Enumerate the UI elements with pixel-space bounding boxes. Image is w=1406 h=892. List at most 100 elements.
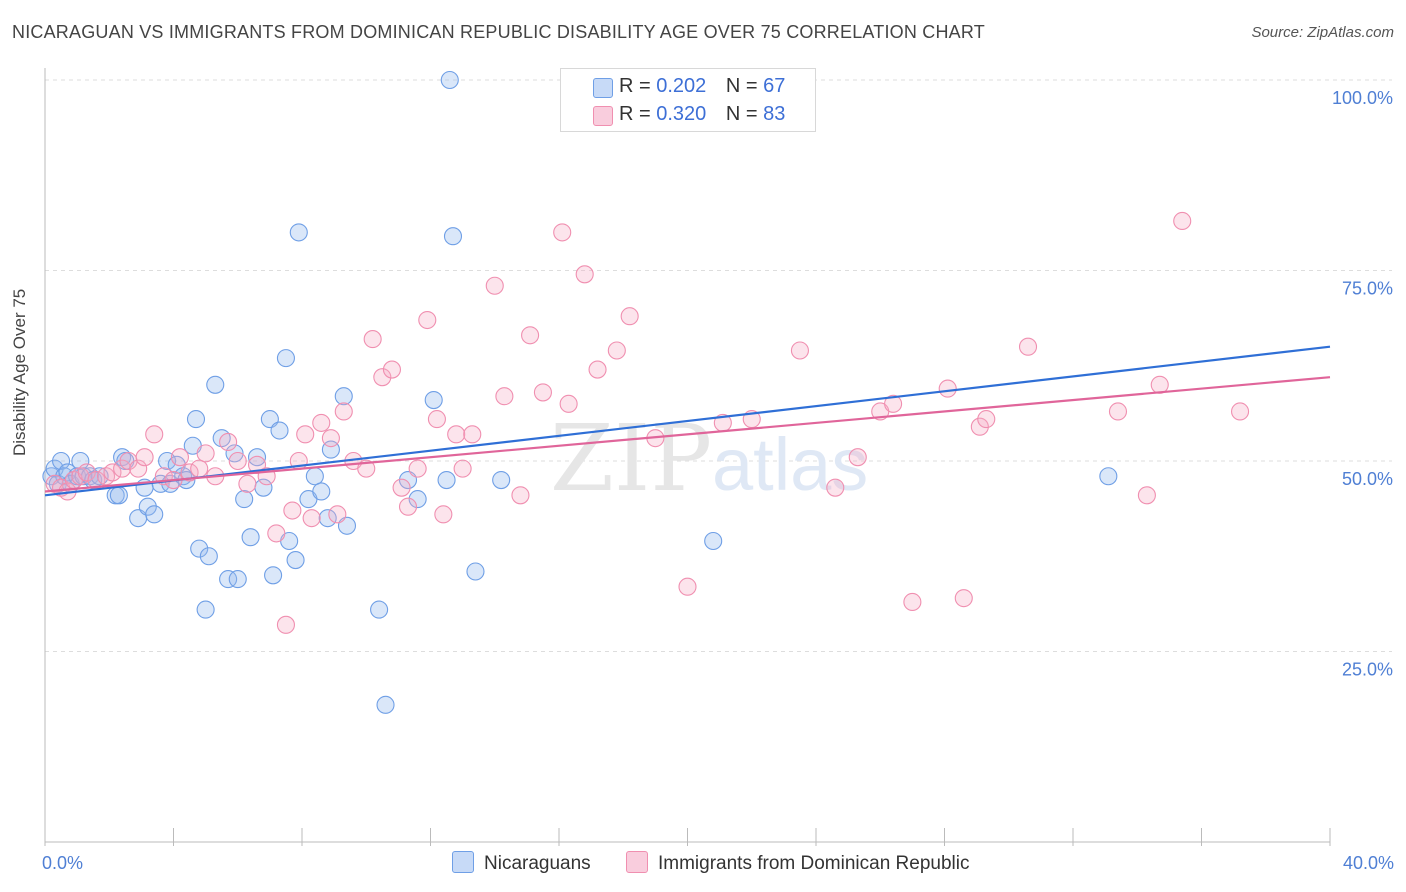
- point-dominican: [398, 497, 418, 516]
- point-nicaraguans: [138, 497, 157, 516]
- point-dominican: [77, 463, 96, 482]
- point-dominican: [678, 577, 697, 596]
- point-dominican: [180, 463, 199, 482]
- legend-n-value: 67: [763, 75, 786, 97]
- legend-r-label: R =: [619, 75, 657, 97]
- point-dominican: [903, 592, 922, 612]
- point-dominican: [321, 429, 340, 448]
- point-nicaraguans: [196, 600, 215, 619]
- point-nicaraguans: [440, 70, 459, 90]
- point-dominican: [334, 402, 353, 421]
- point-dominican: [1173, 211, 1192, 231]
- point-nicaraguans: [206, 375, 225, 394]
- point-dominican: [103, 463, 122, 482]
- y-tick-labels: 25.0% 50.0% 75.0% 100.0%: [1332, 88, 1393, 680]
- legend-n-label: N =: [725, 75, 764, 97]
- axes: [44, 68, 1331, 846]
- y-tick-label: 25.0%: [1342, 660, 1393, 680]
- point-nicaraguans: [228, 570, 247, 589]
- trend-line-nicaraguans: [44, 345, 1331, 497]
- legend-row-dominican: R = 0.320 N = 83: [593, 103, 786, 126]
- point-nicaraguans: [186, 410, 206, 429]
- y-tick-label: 75.0%: [1342, 279, 1393, 299]
- point-nicaraguans: [276, 349, 295, 368]
- legend-label: Immigrants from Dominican Republic: [658, 853, 970, 874]
- point-dominican: [238, 474, 257, 493]
- watermark-zip: ZIP: [550, 405, 712, 512]
- point-nicaraguans: [704, 531, 723, 551]
- point-dominican: [884, 394, 903, 413]
- point-nicaraguans: [145, 505, 164, 524]
- trend-line-dominican: [44, 376, 1331, 493]
- point-dominican: [427, 410, 446, 429]
- point-nicaraguans: [318, 509, 337, 528]
- point-dominican: [977, 410, 996, 429]
- point-nicaraguans: [334, 387, 353, 406]
- point-nicaraguans: [305, 467, 324, 486]
- point-dominican: [312, 413, 331, 432]
- point-nicaraguans: [109, 486, 128, 505]
- point-dominican: [511, 486, 530, 505]
- point-dominican: [434, 505, 453, 524]
- point-dominican: [954, 589, 973, 608]
- point-dominican: [521, 326, 540, 345]
- point-dominican: [575, 265, 594, 284]
- point-dominican: [145, 425, 164, 444]
- legend-n-label: N =: [725, 103, 764, 125]
- stats-legend: R = 0.202 N = 67 R = 0.320 N = 83: [560, 68, 816, 132]
- point-nicaraguans: [312, 482, 331, 501]
- point-nicaraguans: [1099, 467, 1118, 486]
- point-dominican: [790, 341, 809, 360]
- gridlines: [45, 79, 1392, 652]
- legend-swatch-blue: [452, 851, 474, 873]
- point-dominican: [392, 478, 411, 497]
- point-dominican: [276, 615, 295, 634]
- point-nicaraguans: [376, 695, 395, 714]
- chart-title: NICARAGUAN VS IMMIGRANTS FROM DOMINICAN …: [12, 22, 985, 42]
- point-dominican: [1108, 402, 1128, 421]
- point-nicaraguans: [466, 562, 485, 581]
- point-nicaraguans: [52, 451, 71, 471]
- point-nicaraguans: [71, 451, 90, 471]
- x-tick-label-max: 40.0%: [1342, 853, 1394, 873]
- legend-r-label: R =: [619, 103, 657, 125]
- point-nicaraguans: [492, 470, 511, 490]
- legend-r-value: 0.202: [656, 75, 707, 97]
- point-nicaraguans: [235, 490, 254, 509]
- point-dominican: [382, 360, 402, 379]
- point-dominican: [408, 459, 427, 478]
- point-dominican: [533, 383, 552, 402]
- y-tick-label: 100.0%: [1332, 88, 1393, 108]
- point-dominican: [267, 524, 286, 543]
- point-dominican: [363, 330, 382, 349]
- legend-swatch-blue: [593, 78, 613, 98]
- point-dominican: [447, 425, 466, 444]
- point-dominican: [1018, 337, 1038, 356]
- point-nicaraguans: [286, 551, 305, 570]
- point-dominican: [485, 276, 504, 295]
- point-nicaraguans: [437, 470, 456, 490]
- point-dominican: [607, 341, 626, 360]
- bottom-legend-nicaraguans: Nicaraguans: [452, 851, 591, 875]
- point-nicaraguans: [408, 490, 427, 509]
- point-dominican: [620, 307, 639, 326]
- point-dominican: [196, 444, 215, 463]
- point-dominican: [228, 451, 247, 471]
- point-nicaraguans: [443, 227, 463, 246]
- point-nicaraguans: [270, 421, 289, 440]
- point-nicaraguans: [190, 539, 209, 558]
- point-dominican: [190, 459, 209, 478]
- legend-swatch-pink: [626, 851, 648, 873]
- legend-n-value: 83: [763, 103, 786, 125]
- point-dominican: [938, 379, 957, 398]
- point-dominican: [170, 448, 189, 467]
- legend-swatch-pink: [593, 106, 613, 126]
- point-dominican: [826, 478, 845, 497]
- point-dominican: [283, 501, 302, 520]
- point-dominican: [463, 425, 482, 444]
- point-dominican: [219, 432, 238, 452]
- point-dominican: [296, 425, 315, 444]
- point-dominican: [1137, 486, 1156, 505]
- source-label: Source: ZipAtlas.com: [1251, 24, 1394, 41]
